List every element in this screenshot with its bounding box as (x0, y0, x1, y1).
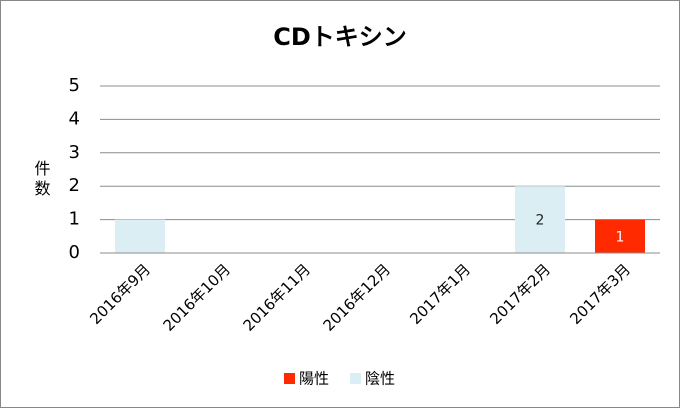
data-label: 1 (616, 229, 625, 245)
data-label: 2 (536, 213, 545, 229)
legend-label: 陽性 (299, 370, 329, 388)
bar-segment (515, 186, 565, 253)
bar-segment (115, 219, 165, 253)
y-tick-label: 1 (69, 209, 80, 230)
y-tick-label: 4 (69, 108, 80, 129)
y-tick-label: 5 (69, 75, 80, 96)
y-tick-label: 0 (69, 242, 80, 263)
y-axis-label: 件数 (32, 160, 51, 200)
bar-segment (595, 219, 645, 253)
legend-swatch (284, 373, 295, 384)
legend-label: 陰性 (365, 370, 395, 388)
y-tick-label: 3 (69, 142, 80, 163)
y-tick-label: 2 (69, 175, 80, 196)
chart-title: CDトキシン (273, 23, 407, 51)
legend-swatch (350, 373, 361, 384)
